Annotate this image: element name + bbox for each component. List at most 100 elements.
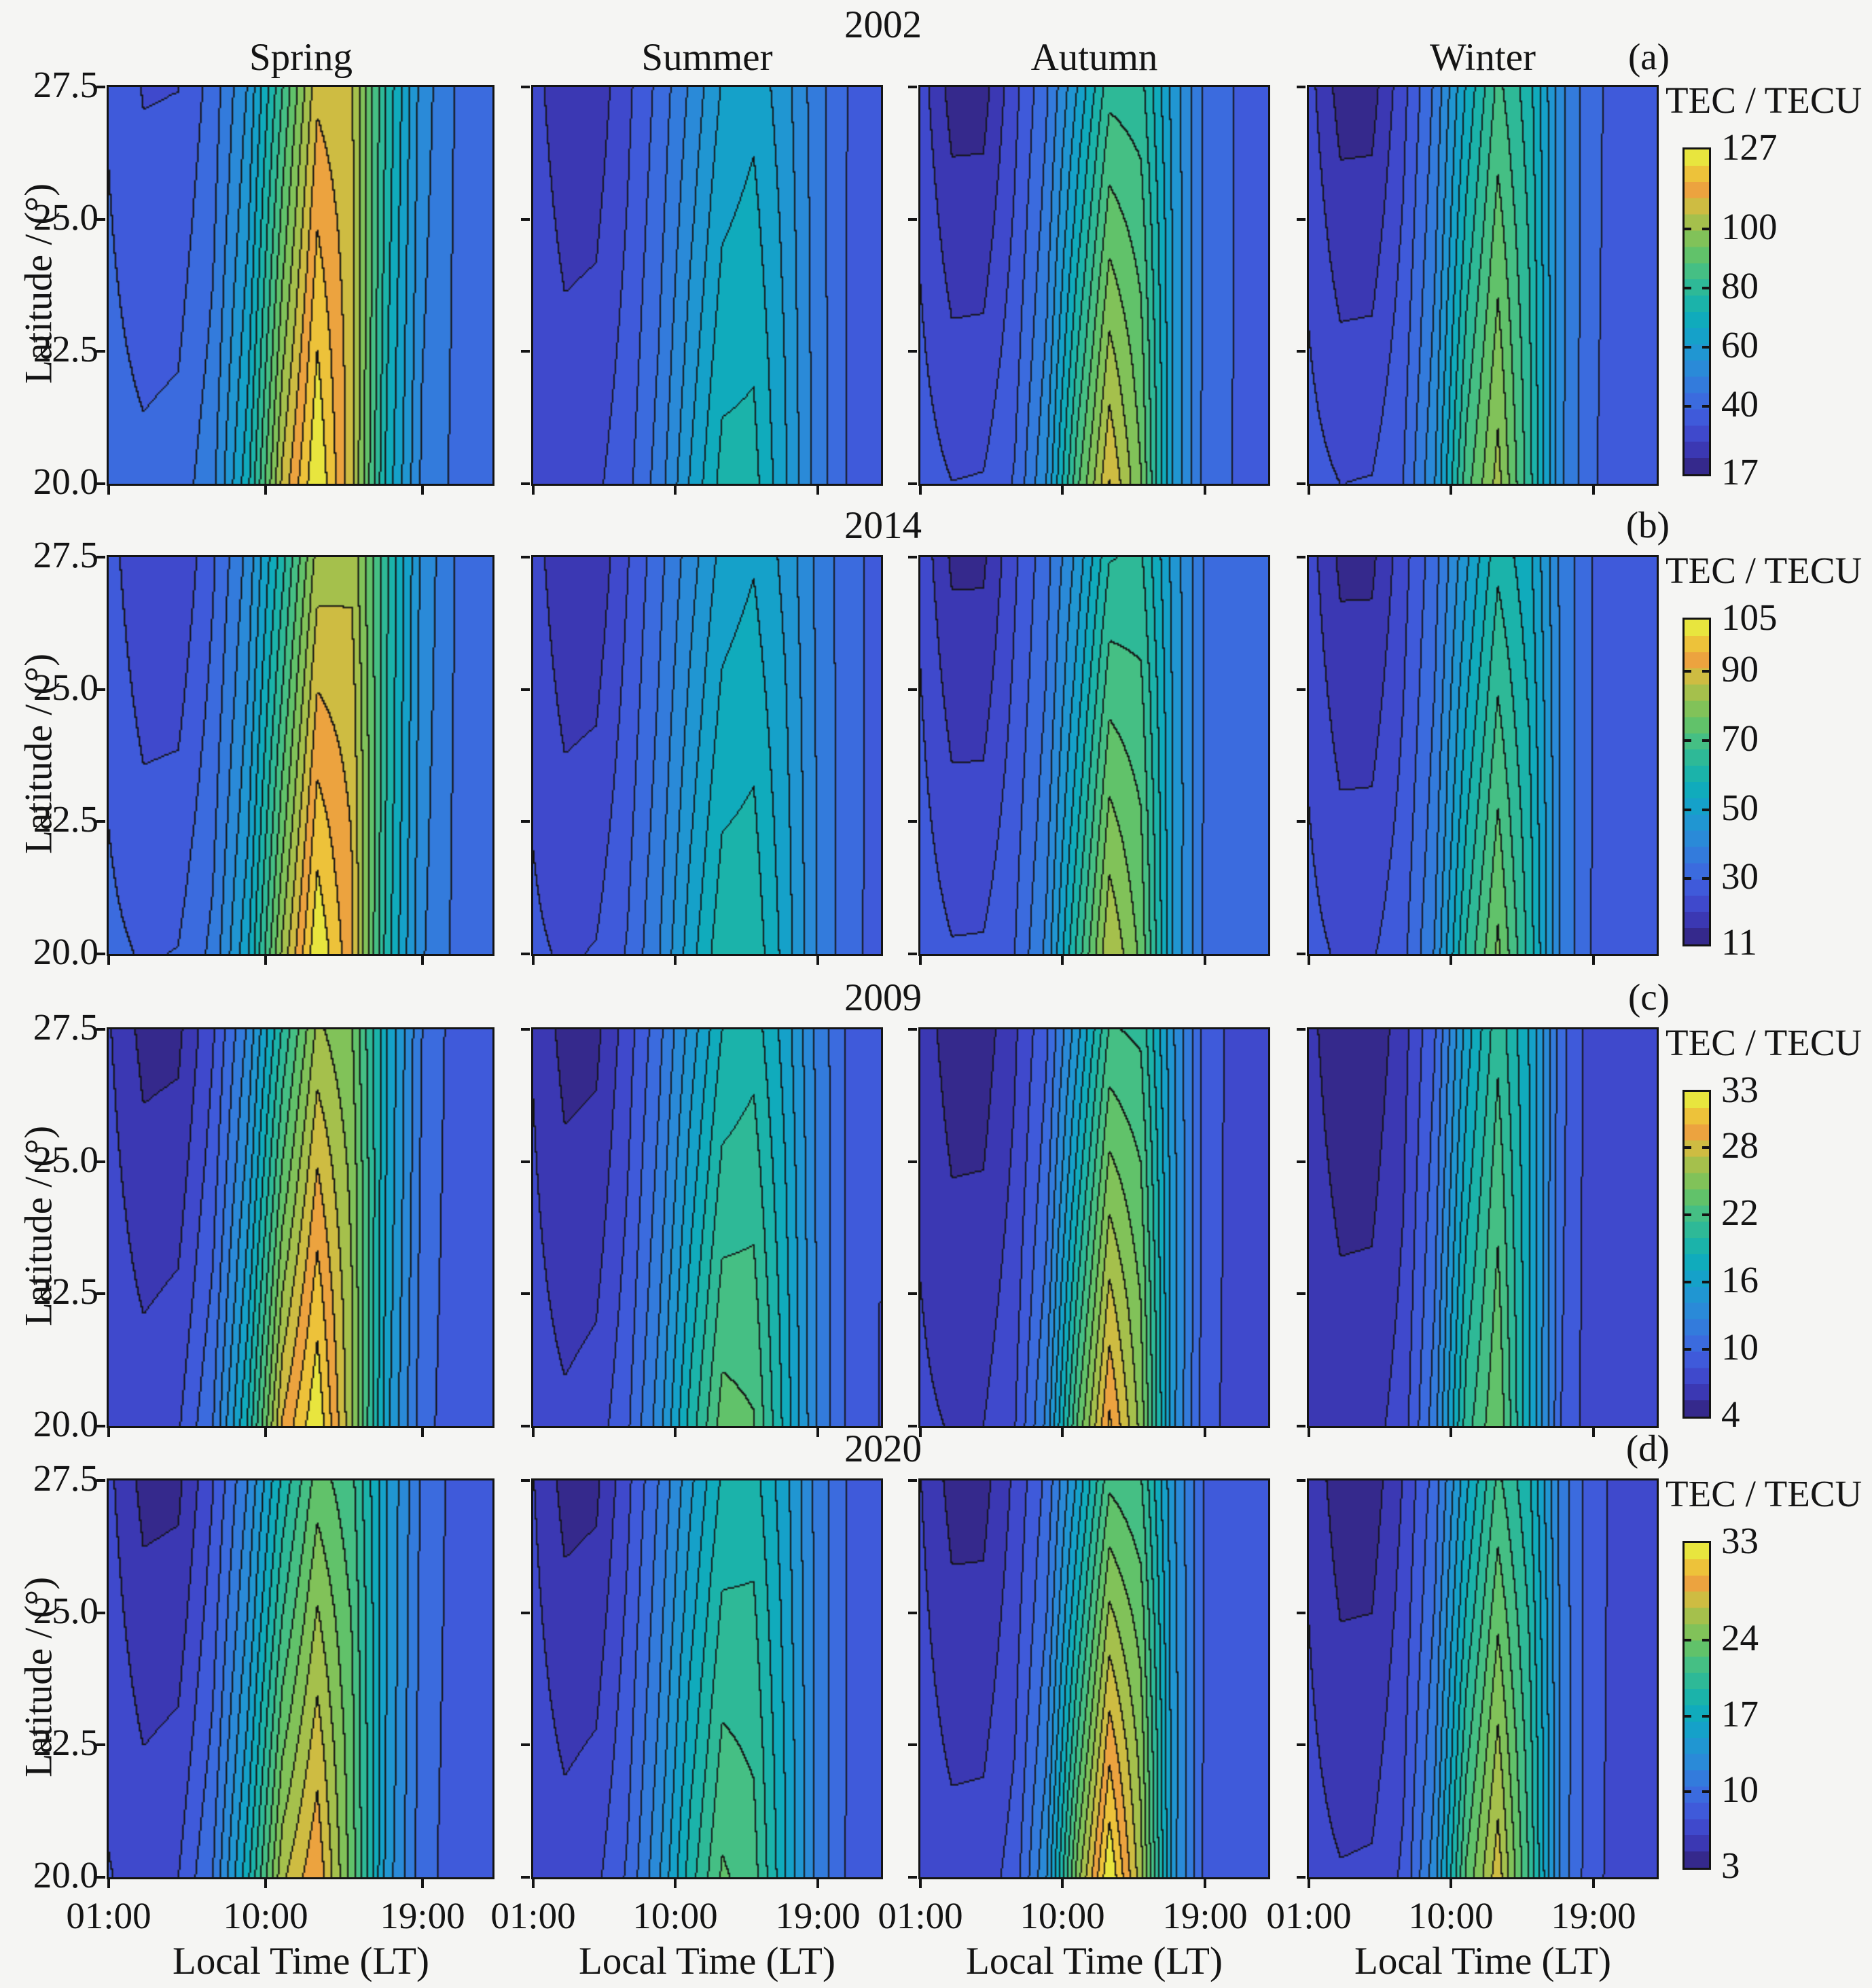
y-tick-mark (908, 1160, 917, 1163)
panel-frame-2014-summer (521, 555, 883, 965)
x-tick-label: 01:00 (66, 1895, 151, 1936)
contour-plot-2002-summer (533, 87, 881, 484)
y-tick-label: 25.0 (33, 196, 98, 238)
panel-frame-2002-autumn (908, 85, 1270, 495)
colorbar-tick-mark (1702, 405, 1709, 408)
colorbar-tick-mark (1702, 1790, 1709, 1793)
x-tick-mark (532, 956, 535, 965)
y-tick-mark (908, 218, 917, 221)
y-tick-mark (521, 350, 530, 353)
colorbar-title: TEC / TECU (1666, 1022, 1862, 1063)
x-tick-label: 01:00 (490, 1895, 576, 1936)
x-tick-mark (1592, 1879, 1595, 1888)
y-tick-mark (1297, 1028, 1306, 1031)
y-tick-mark (96, 86, 105, 88)
contour-plot-2020-autumn (920, 1480, 1268, 1877)
panel-frame-2009-spring (96, 1027, 494, 1437)
x-tick-label: 01:00 (1266, 1895, 1352, 1936)
x-tick-mark (816, 486, 819, 495)
colorbar-tick-label: 16 (1721, 1259, 1759, 1300)
y-tick-mark (96, 1160, 105, 1163)
contour-plot-2020-winter (1309, 1480, 1657, 1877)
y-tick-label: 27.5 (33, 1006, 98, 1048)
contour-plot-2009-winter (1309, 1029, 1657, 1426)
contour-plot-2020-spring (109, 1480, 492, 1877)
y-tick-mark (1297, 1479, 1306, 1482)
x-axis-label: Local Time (LT) (966, 1940, 1223, 1983)
x-tick-mark (107, 1879, 110, 1888)
y-tick-mark (1297, 482, 1306, 485)
colorbar-title: TEC / TECU (1666, 550, 1862, 591)
x-tick-mark (1204, 956, 1206, 965)
colorbar-tick-mark (1685, 1213, 1691, 1216)
row-year-title: 2009 (844, 976, 922, 1019)
colorbar-gradient (1685, 1543, 1709, 1868)
y-tick-label: 22.5 (33, 328, 98, 370)
colorbar-tick-mark (1685, 1281, 1691, 1283)
y-tick-mark (908, 1479, 917, 1482)
panel-letter: (d) (1625, 1427, 1670, 1469)
y-tick-mark (521, 1160, 530, 1163)
y-tick-mark (908, 86, 917, 88)
x-tick-mark (1204, 486, 1206, 495)
y-tick-mark (96, 1743, 105, 1746)
panel-frame-2002-winter (1297, 85, 1659, 495)
colorbar-frame (1682, 147, 1711, 476)
panel-frame-2014-spring (96, 555, 494, 965)
colorbar-tick-label: 4 (1721, 1394, 1740, 1435)
colorbar-tick-mark (1702, 1281, 1709, 1283)
colorbar-tick-label: 28 (1721, 1124, 1759, 1166)
y-tick-mark (96, 556, 105, 558)
colorbar-tick-mark (1702, 1348, 1709, 1351)
y-tick-mark (521, 1612, 530, 1614)
y-tick-mark (908, 350, 917, 353)
x-tick-mark (421, 956, 424, 965)
colorbar-tick-mark (1702, 1146, 1709, 1149)
y-tick-mark (521, 1425, 530, 1427)
panel-frame-2014-autumn (908, 555, 1270, 965)
x-tick-label: 01:00 (878, 1895, 963, 1936)
panel-letter: (a) (1627, 36, 1670, 77)
x-tick-mark (264, 486, 267, 495)
y-tick-mark (96, 1028, 105, 1031)
y-tick-mark (521, 218, 530, 221)
x-tick-mark (1061, 1428, 1064, 1437)
y-tick-mark (1297, 1743, 1306, 1746)
y-tick-mark (908, 688, 917, 691)
y-tick-mark (96, 820, 105, 823)
colorbar-tick-label: 33 (1721, 1069, 1759, 1110)
colorbar-tick-label: 50 (1721, 787, 1759, 828)
y-tick-mark (96, 1479, 105, 1482)
x-tick-mark (107, 1428, 110, 1437)
colorbar-tick-label: 100 (1721, 206, 1778, 247)
colorbar-tick-mark (1702, 877, 1709, 880)
x-tick-label: 10:00 (1020, 1895, 1105, 1936)
x-tick-label: 19:00 (1551, 1895, 1636, 1936)
colorbar-tick-mark (1685, 405, 1691, 408)
x-tick-mark (1308, 1879, 1310, 1888)
colorbar-tick-label: 17 (1721, 1693, 1759, 1735)
colorbar-tick-mark (1702, 346, 1709, 349)
x-tick-mark (674, 1879, 677, 1888)
x-tick-mark (1592, 1428, 1595, 1437)
colorbar-tick-mark (1685, 809, 1691, 811)
colorbar-tick-mark (1702, 739, 1709, 742)
y-tick-mark (1297, 556, 1306, 558)
column-header-season: Summer (641, 36, 773, 79)
y-tick-mark (521, 482, 530, 485)
contour-plot-2002-autumn (920, 87, 1268, 484)
x-tick-mark (1061, 956, 1064, 965)
contour-plot-2009-autumn (920, 1029, 1268, 1426)
y-tick-label: 20.0 (33, 1854, 98, 1896)
contour-plot-2014-summer (533, 557, 881, 954)
x-tick-mark (919, 1879, 922, 1888)
colorbar-tick-mark (1685, 1639, 1691, 1641)
y-tick-label: 27.5 (33, 534, 98, 575)
colorbar-tick-mark (1685, 1146, 1691, 1149)
panel-frame-2014-winter (1297, 555, 1659, 965)
colorbar-tick-mark (1702, 287, 1709, 289)
colorbar-tick-label: 10 (1721, 1326, 1759, 1368)
x-tick-mark (1450, 486, 1452, 495)
colorbar-tick-mark (1702, 228, 1709, 230)
x-tick-mark (1308, 956, 1310, 965)
